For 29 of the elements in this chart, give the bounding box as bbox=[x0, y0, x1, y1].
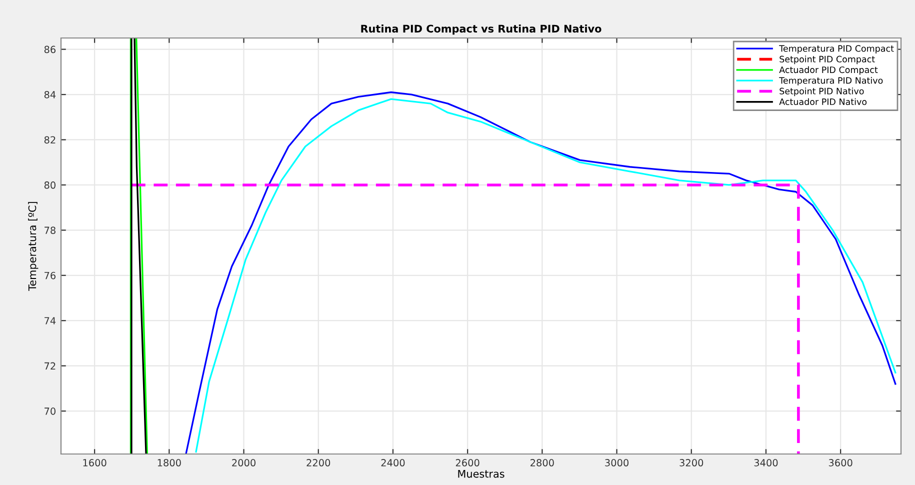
y-tick-label: 82 bbox=[44, 136, 56, 144]
chart-title: Rutina PID Compact vs Rutina PID Nativo bbox=[361, 24, 602, 35]
x-axis-title: Muestras bbox=[458, 470, 504, 478]
x-tick-label: 2400 bbox=[381, 459, 405, 466]
legend-label: Setpoint PID Compact bbox=[780, 56, 875, 64]
x-tick-label: 2600 bbox=[456, 459, 480, 466]
x-tick-label: 2800 bbox=[530, 459, 554, 466]
legend-label: Actuador PID Compact bbox=[779, 66, 878, 75]
x-tick-label: 2200 bbox=[306, 459, 330, 466]
x-tick-label: 3000 bbox=[605, 459, 628, 466]
y-tick-label: 74 bbox=[44, 317, 56, 324]
y-tick-label: 70 bbox=[44, 408, 56, 415]
y-tick-label: 84 bbox=[44, 91, 56, 98]
x-tick-label: 2000 bbox=[232, 459, 256, 466]
y-tick-label: 76 bbox=[44, 272, 56, 280]
x-tick-label: 3600 bbox=[828, 459, 852, 466]
legend-label: Actuador PID Nativo bbox=[779, 98, 867, 106]
y-tick-label: 78 bbox=[44, 226, 56, 234]
x-tick-label: 1800 bbox=[158, 459, 181, 466]
y-axis-title: Temperatura [ºC] bbox=[28, 202, 38, 291]
legend-label: Temperatura PID Compact bbox=[779, 45, 894, 54]
legend-label: Setpoint PID Nativo bbox=[780, 88, 864, 96]
y-tick-label: 80 bbox=[44, 181, 56, 189]
x-tick-label: 1600 bbox=[83, 459, 106, 466]
legend-label: Temperatura PID Nativo bbox=[779, 76, 883, 86]
x-tick-label: 3200 bbox=[680, 459, 704, 466]
y-tick-label: 86 bbox=[44, 46, 56, 54]
y-tick-label: 72 bbox=[44, 362, 56, 370]
x-tick-label: 3400 bbox=[754, 459, 778, 466]
